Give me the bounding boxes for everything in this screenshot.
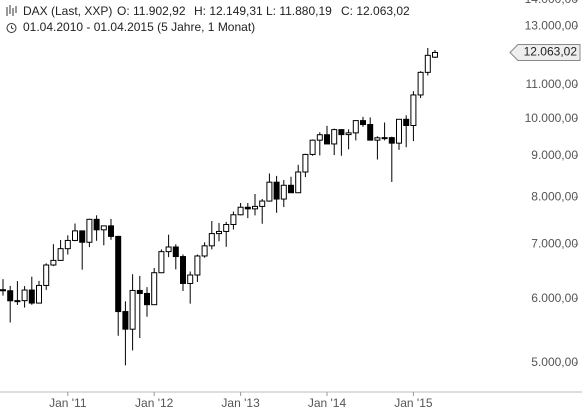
candle-body: [331, 129, 338, 145]
candle-body: [21, 289, 28, 302]
candle-body: [259, 200, 266, 207]
x-tick-label: Jan '14: [308, 396, 347, 410]
candle-body: [122, 311, 129, 330]
candle-body: [280, 184, 287, 200]
candle-body: [144, 292, 150, 306]
candle-body: [338, 129, 345, 136]
x-tick-label: Jan '11: [49, 396, 87, 410]
candle-body: [72, 230, 78, 241]
candle-body: [115, 235, 122, 313]
high-label: H: 12.149,31: [194, 4, 263, 18]
candle-body: [36, 284, 42, 304]
candle-body: [266, 181, 273, 202]
candle-body: [367, 124, 374, 141]
candle-body: [7, 290, 14, 302]
candle-body: [417, 71, 424, 96]
candle-body: [324, 134, 330, 145]
candle-body: [50, 259, 57, 266]
candle-body: [180, 256, 186, 284]
last-price-label: 12.063,02: [524, 45, 578, 59]
candle-body: [396, 118, 402, 144]
header: DAX (Last, XXP) O: 11.902,92 H: 12.149,3…: [6, 4, 410, 34]
candle-body: [172, 246, 179, 258]
y-tick-label: 5.000,00: [531, 355, 578, 369]
candle-body: [410, 94, 417, 126]
candle-body: [295, 171, 302, 194]
x-tick-label: Jan '13: [221, 396, 260, 410]
x-tick-label: Jan '15: [394, 396, 433, 410]
candle-body: [352, 120, 359, 134]
y-tick-label: 13.000,00: [525, 18, 579, 32]
y-tick-label: 8.000,00: [531, 189, 578, 203]
candle-body: [288, 184, 294, 194]
candle-body: [302, 153, 309, 173]
open-label: O: 11.902,92: [117, 4, 186, 18]
x-tick-label: Jan '12: [135, 396, 174, 410]
candle-body: [187, 274, 194, 284]
y-tick-label: 14.000,00: [525, 0, 579, 6]
candle-body: [345, 132, 352, 136]
period: 01.04.2010 - 01.04.2015 (5 Jahre, 1 Mona…: [23, 20, 255, 34]
candle-body: [244, 206, 251, 210]
candle-body: [43, 264, 50, 286]
y-tick-label: 6.000,00: [531, 291, 578, 305]
candle-body: [129, 289, 136, 330]
y-tick-label: 7.000,00: [531, 236, 578, 250]
clock-icon: [6, 23, 17, 33]
candle-body: [14, 300, 21, 303]
candle-body: [57, 248, 64, 261]
candle-body: [360, 120, 366, 126]
close-label: C: 12.063,02: [341, 4, 410, 18]
candle-body: [403, 118, 410, 126]
candle-body: [374, 137, 381, 141]
series-name: DAX (Last, XXP): [23, 4, 112, 18]
candle-body: [230, 214, 237, 225]
candle-body: [252, 205, 258, 210]
candle-body: [223, 223, 230, 232]
y-tick-label: 10.000,00: [525, 111, 579, 125]
y-tick-label: 9.000,00: [531, 148, 578, 162]
low-label: L: 11.880,19: [266, 4, 332, 18]
last-price-tag: [509, 43, 581, 61]
candle-body: [86, 218, 93, 243]
candle-body: [0, 289, 6, 292]
candle-body: [216, 230, 222, 235]
candle-body: [165, 246, 172, 253]
candle-body: [108, 225, 114, 237]
candle-body: [424, 54, 431, 73]
candle-body: [237, 206, 244, 216]
candle-body: [273, 181, 280, 200]
candle-body: [208, 233, 215, 247]
candle-body: [381, 137, 388, 140]
candle-body: [201, 245, 208, 257]
y-tick-label: 11.000,00: [526, 77, 579, 91]
candle-body: [432, 51, 438, 58]
candle-body: [151, 272, 158, 306]
candle-body: [136, 289, 143, 294]
candle-body: [28, 289, 35, 304]
chart-icon: [6, 5, 17, 16]
candle-body: [64, 239, 71, 250]
candle-body: [100, 225, 107, 231]
candle-body: [309, 139, 316, 155]
candle-body: [93, 218, 100, 231]
candle-body: [388, 137, 395, 144]
candle-body: [79, 230, 86, 243]
candle-body: [194, 255, 201, 276]
candle-body: [316, 134, 323, 141]
candle-body: [158, 251, 165, 274]
